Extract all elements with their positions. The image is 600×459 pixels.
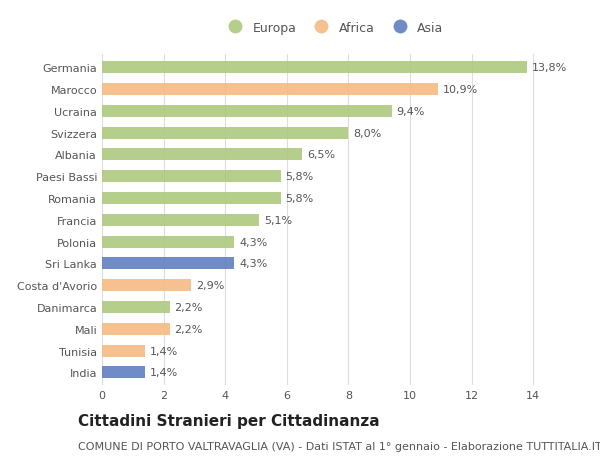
Text: 1,4%: 1,4% <box>150 346 178 356</box>
Bar <box>102 367 145 379</box>
Bar <box>102 214 259 226</box>
Text: 1,4%: 1,4% <box>150 368 178 377</box>
Text: Cittadini Stranieri per Cittadinanza: Cittadini Stranieri per Cittadinanza <box>78 413 380 428</box>
Bar <box>102 128 349 140</box>
Text: 2,2%: 2,2% <box>175 302 203 312</box>
Text: 9,4%: 9,4% <box>396 106 425 117</box>
Text: 5,1%: 5,1% <box>264 215 292 225</box>
Legend: Europa, Africa, Asia: Europa, Africa, Asia <box>223 22 443 34</box>
Text: 8,0%: 8,0% <box>353 129 381 138</box>
Text: COMUNE DI PORTO VALTRAVAGLIA (VA) - Dati ISTAT al 1° gennaio - Elaborazione TUTT: COMUNE DI PORTO VALTRAVAGLIA (VA) - Dati… <box>78 441 600 451</box>
Text: 2,9%: 2,9% <box>196 280 224 291</box>
Bar <box>102 236 235 248</box>
Bar <box>102 171 281 183</box>
Text: 5,8%: 5,8% <box>285 172 314 182</box>
Text: 6,5%: 6,5% <box>307 150 335 160</box>
Bar <box>102 301 170 313</box>
Text: 10,9%: 10,9% <box>442 85 478 95</box>
Bar <box>102 280 191 291</box>
Bar <box>102 62 527 74</box>
Bar <box>102 323 170 335</box>
Text: 4,3%: 4,3% <box>239 259 268 269</box>
Text: 5,8%: 5,8% <box>285 194 314 204</box>
Text: 4,3%: 4,3% <box>239 237 268 247</box>
Bar <box>102 258 235 270</box>
Bar <box>102 106 392 118</box>
Bar <box>102 84 438 96</box>
Text: 13,8%: 13,8% <box>532 63 567 73</box>
Text: 2,2%: 2,2% <box>175 324 203 334</box>
Bar <box>102 149 302 161</box>
Bar <box>102 345 145 357</box>
Bar <box>102 193 281 205</box>
